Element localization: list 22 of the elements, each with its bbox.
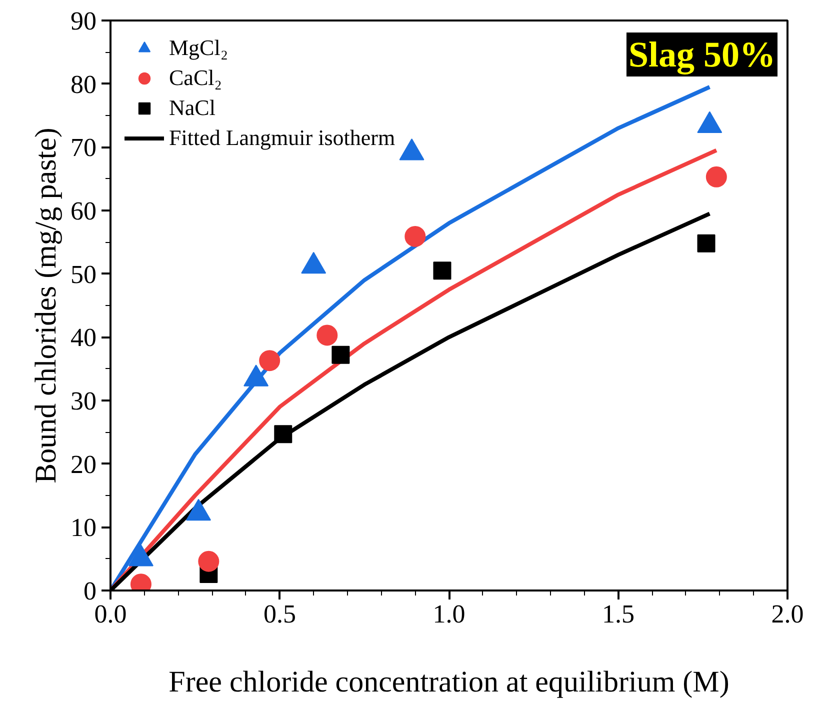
y-tick-label: 50	[70, 260, 96, 289]
x-tick-label: 0.0	[94, 600, 127, 628]
y-tick-label: 20	[70, 450, 96, 479]
y-axis-title: Bound chlorides (mg/g paste)	[30, 128, 62, 484]
legend-label: MgCl₂	[169, 34, 228, 62]
y-tick-label: 60	[70, 196, 96, 226]
x-tick-label: 1.5	[602, 600, 634, 628]
y-tick-label: 70	[70, 133, 96, 162]
legend-label: Fitted Langmuir isotherm	[169, 124, 396, 152]
y-tick-label: 30	[70, 386, 96, 416]
annotation: Slag 50%	[628, 34, 776, 74]
y-tick-label: 0	[84, 576, 96, 606]
y-tick-label: 40	[70, 323, 96, 352]
legend-label: NaCl	[169, 94, 216, 122]
y-tick-label: 10	[70, 513, 96, 542]
y-tick-label: 90	[70, 6, 96, 36]
x-tick-label: 1.0	[432, 600, 466, 628]
legend-label: CaCl₂	[169, 64, 222, 92]
x-axis-title: Free chloride concentration at equilibrium (M)	[168, 666, 730, 698]
y-tick-label: 80	[70, 70, 96, 99]
x-tick-label: 2.0	[771, 600, 804, 628]
x-tick-label: 0.5	[264, 600, 296, 628]
